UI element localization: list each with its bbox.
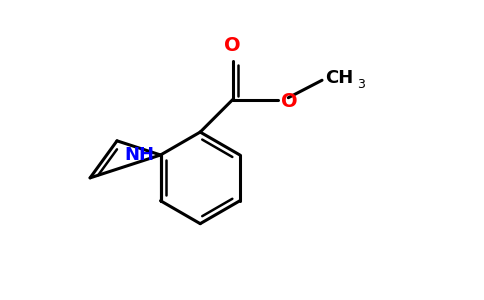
Text: NH: NH (124, 146, 154, 164)
Text: O: O (224, 36, 241, 55)
Text: O: O (281, 92, 298, 111)
Text: CH: CH (325, 69, 353, 87)
Text: 3: 3 (357, 78, 365, 91)
